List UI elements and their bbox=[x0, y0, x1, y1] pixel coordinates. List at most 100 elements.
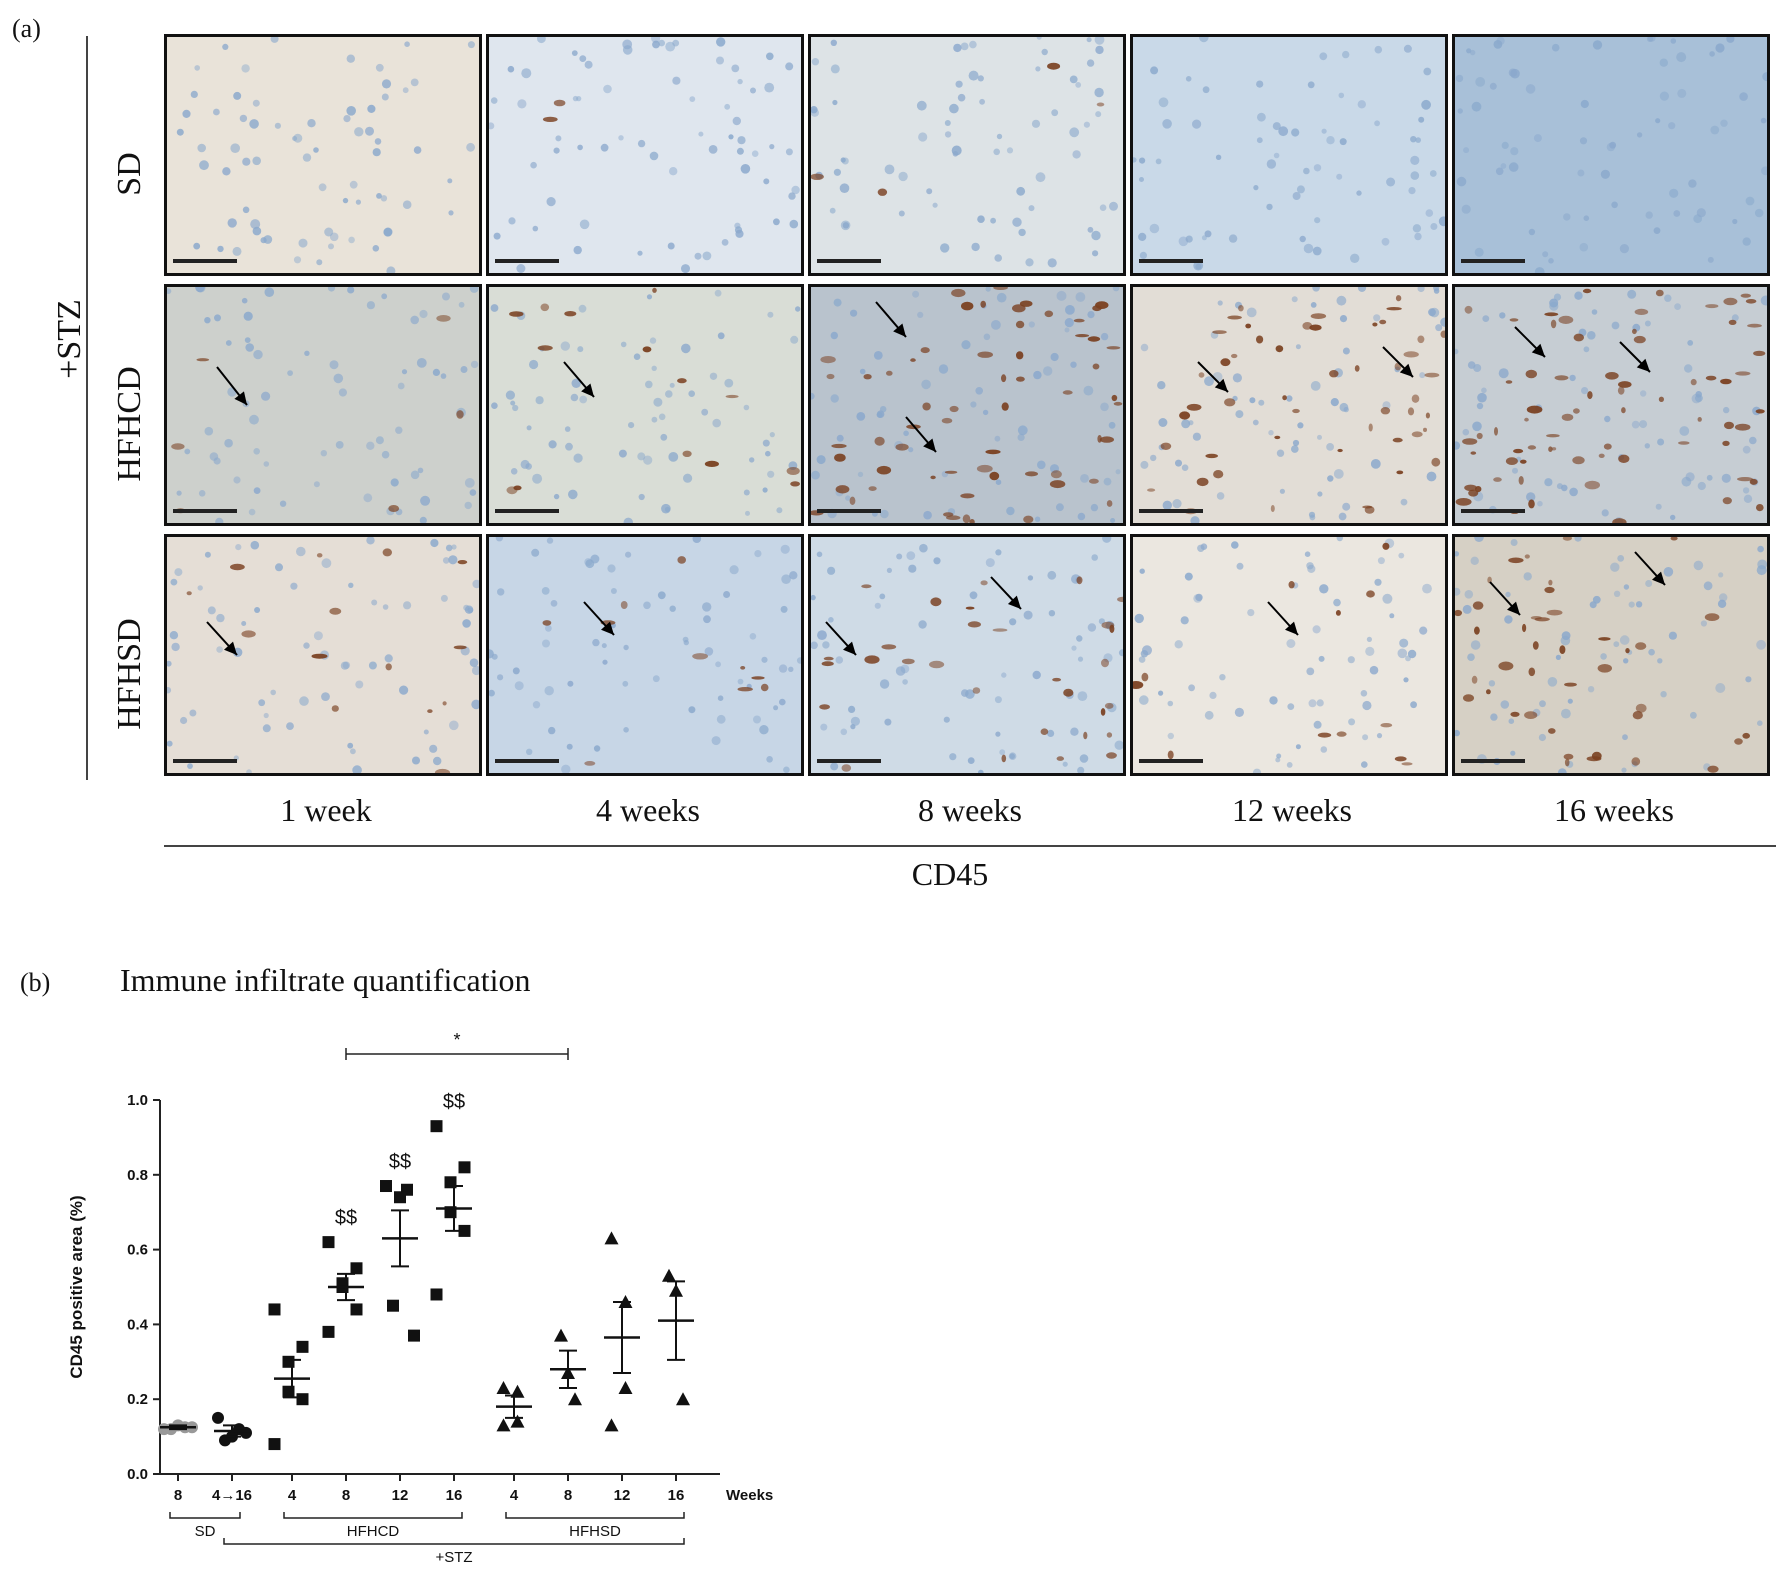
x-tick-label: 4 bbox=[288, 1487, 297, 1504]
arrow-head bbox=[923, 438, 936, 452]
micrograph-hfhcd-5 bbox=[1452, 284, 1770, 526]
arrow-head bbox=[843, 641, 856, 655]
x-tick-label: 12 bbox=[392, 1487, 409, 1504]
data-point bbox=[496, 1418, 511, 1432]
group-bracket bbox=[169, 1512, 241, 1519]
row-label-hfhcd: HFHCD bbox=[111, 366, 148, 482]
data-point bbox=[268, 1303, 281, 1316]
scale-bar bbox=[173, 759, 237, 763]
data-point bbox=[240, 1426, 252, 1439]
data-point bbox=[604, 1418, 619, 1432]
data-point bbox=[408, 1329, 420, 1342]
micrograph-hfhsd-1 bbox=[164, 534, 482, 776]
arrow-head bbox=[893, 323, 906, 337]
micrograph-hfhcd-1 bbox=[164, 284, 482, 526]
column-label-8-weeks: 8 weeks bbox=[918, 792, 1022, 828]
data-point bbox=[510, 1414, 525, 1428]
scale-bar bbox=[495, 509, 559, 513]
data-point bbox=[676, 1392, 690, 1406]
arrow-head bbox=[1007, 595, 1021, 609]
data-point bbox=[604, 1231, 619, 1245]
x-tick-label: 4 bbox=[510, 1487, 519, 1504]
scale-bar bbox=[1139, 759, 1203, 763]
data-point bbox=[322, 1236, 335, 1249]
x-tick-label: 16 bbox=[668, 1487, 685, 1504]
scale-bar bbox=[495, 259, 559, 263]
data-point bbox=[212, 1411, 224, 1424]
group-label: +STZ bbox=[435, 1549, 472, 1566]
y-tick-label: 0.6 bbox=[127, 1242, 148, 1259]
y-tick-label: 0.2 bbox=[127, 1391, 148, 1408]
data-point bbox=[350, 1303, 363, 1316]
arrow-head bbox=[1531, 343, 1545, 357]
y-tick-label: 0.4 bbox=[127, 1316, 149, 1333]
data-point bbox=[458, 1161, 471, 1174]
scale-bar bbox=[817, 509, 881, 513]
data-point bbox=[296, 1340, 309, 1353]
significance-annotation: $$ bbox=[389, 1151, 411, 1173]
micrograph-hfhcd-3 bbox=[808, 284, 1126, 526]
group-bracket bbox=[505, 1512, 685, 1519]
micrograph-hfhcd-2 bbox=[486, 284, 804, 526]
group-label-stz: +STZ bbox=[51, 299, 88, 379]
x-tick-label: 8 bbox=[342, 1487, 350, 1504]
data-point bbox=[458, 1224, 471, 1237]
x-tick-label: 8 bbox=[174, 1487, 182, 1504]
micrograph-sd-4 bbox=[1130, 34, 1448, 276]
panel-a-label: (a) bbox=[12, 14, 41, 43]
scale-bar bbox=[495, 759, 559, 763]
data-point bbox=[554, 1328, 568, 1342]
significance-annotation: $$ bbox=[443, 1091, 465, 1113]
data-point bbox=[380, 1180, 392, 1193]
group-bracket bbox=[223, 1538, 685, 1545]
arrow-head bbox=[601, 621, 614, 635]
y-tick-label: 0.8 bbox=[127, 1167, 148, 1184]
arrow-head bbox=[1652, 571, 1665, 585]
y-tick-label: 1.0 bbox=[127, 1092, 148, 1109]
micrograph-sd-3 bbox=[808, 34, 1126, 276]
scale-bar bbox=[1461, 759, 1525, 763]
micrograph-hfhcd-4 bbox=[1130, 284, 1448, 526]
group-label: SD bbox=[195, 1523, 216, 1540]
scale-bar bbox=[1139, 509, 1203, 513]
row-label-sd: SD bbox=[111, 152, 148, 196]
arrow-head bbox=[1399, 363, 1413, 377]
scale-bar bbox=[1461, 509, 1525, 513]
column-label-16-weeks: 16 weeks bbox=[1554, 792, 1674, 828]
arrow-head bbox=[224, 641, 237, 655]
data-point bbox=[387, 1299, 399, 1312]
micrograph-sd-1 bbox=[164, 34, 482, 276]
data-point bbox=[662, 1268, 676, 1282]
data-point bbox=[350, 1262, 363, 1275]
x-tick-label: 12 bbox=[614, 1487, 631, 1504]
x-tick-label: 16 bbox=[446, 1487, 463, 1504]
data-point bbox=[322, 1325, 335, 1338]
stain-bracket-line bbox=[164, 845, 1776, 847]
significance-star: * bbox=[453, 1030, 460, 1050]
column-label-4-weeks: 4 weeks bbox=[596, 792, 700, 828]
arrow-head bbox=[1285, 621, 1298, 635]
x-tick-label: 4→16 bbox=[212, 1487, 252, 1504]
column-label-1-week: 1 week bbox=[280, 792, 372, 828]
group-label: HFHCD bbox=[347, 1523, 400, 1540]
group-bracket-line bbox=[86, 36, 88, 780]
group-bracket bbox=[283, 1512, 463, 1519]
data-point bbox=[618, 1380, 633, 1394]
y-axis-label: CD45 positive area (%) bbox=[67, 1195, 86, 1378]
scale-bar bbox=[817, 759, 881, 763]
y-tick-label: 0.0 bbox=[127, 1466, 148, 1483]
column-label-12-weeks: 12 weeks bbox=[1232, 792, 1352, 828]
arrow-head bbox=[1636, 358, 1650, 372]
arrow-head bbox=[1214, 378, 1228, 392]
micrograph-hfhsd-3 bbox=[808, 534, 1126, 776]
significance-annotation: $$ bbox=[335, 1207, 357, 1229]
panel-b-label: (b) bbox=[20, 968, 51, 997]
data-point bbox=[268, 1438, 281, 1451]
micrograph-hfhsd-5 bbox=[1452, 534, 1770, 776]
x-unit-label: Weeks bbox=[726, 1487, 773, 1504]
data-point bbox=[430, 1120, 443, 1133]
group-label: HFHSD bbox=[569, 1523, 621, 1540]
arrow-head bbox=[1507, 601, 1520, 615]
stain-label: CD45 bbox=[911, 856, 989, 892]
micrograph-hfhsd-4 bbox=[1130, 534, 1448, 776]
